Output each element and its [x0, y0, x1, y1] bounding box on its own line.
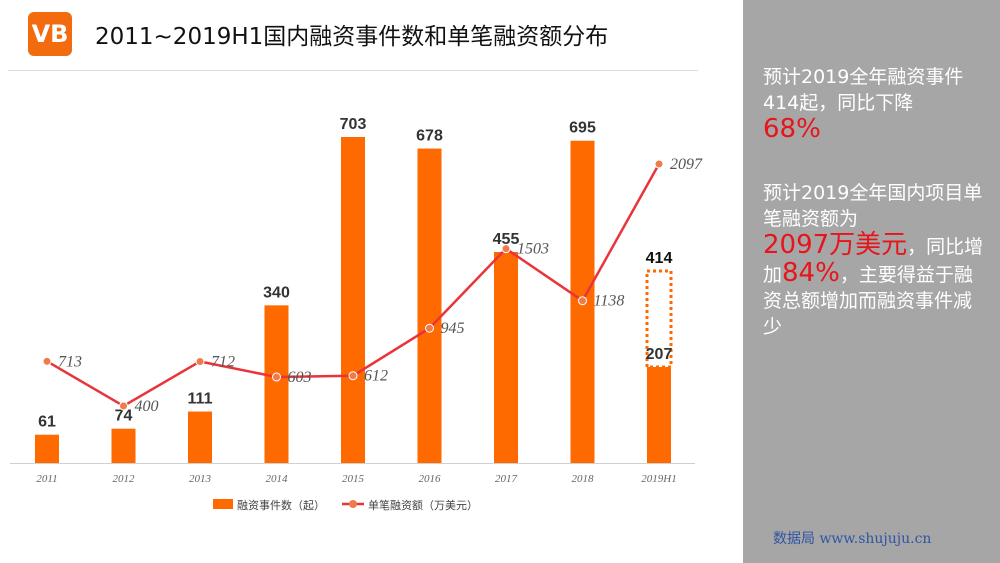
line-label-2016: 945: [441, 320, 465, 337]
line-label-2011: 713: [58, 353, 82, 370]
bar-label-2017: 455: [493, 231, 520, 248]
line-point-2016: [425, 323, 434, 333]
bar-label-2012: 74: [115, 408, 133, 425]
line-point-2011: [42, 356, 52, 366]
legend-line-marker: [349, 500, 357, 508]
x-tick-2018: 2018: [572, 473, 595, 485]
x-tick-2013: 2013: [189, 473, 212, 485]
bar-2016: [417, 148, 442, 463]
summary-events-text: 预计2019全年融资事件414起，同比下降: [763, 66, 964, 114]
bar-2012: [111, 428, 136, 463]
bar-label-2011: 61: [38, 414, 56, 431]
summary-events: 预计2019全年融资事件414起，同比下降 68%: [763, 64, 985, 144]
bar-2019H1: [647, 367, 671, 463]
line-label-2012: 400: [135, 398, 159, 415]
x-tick-2011: 2011: [36, 473, 57, 485]
summary-amount: 预计2019全年国内项目单笔融资额为 2097万美元，同比增加84%，主要得益于融…: [763, 180, 988, 340]
bar-2015: [341, 137, 365, 463]
legend-bar-swatch: [213, 499, 233, 509]
bar-2011: [35, 434, 59, 463]
bar-label-2015: 703: [340, 116, 367, 133]
bar-label-2016: 678: [416, 128, 443, 145]
line-point-2017: [501, 244, 511, 254]
line-point-2019H1: [654, 159, 664, 169]
x-tick-2019H1: 2019H1: [641, 473, 676, 485]
combo-chart: 61 74 111 340 703 678 455 695 207 414 713 400 712 603…: [10, 116, 703, 512]
x-tick-2016: 2016: [419, 473, 442, 485]
bar-2014: [264, 305, 289, 463]
bar-label-2018: 695: [569, 120, 596, 137]
side-panel: 预计2019全年融资事件414起，同比下降 68% 预计2019全年国内项目单笔融…: [743, 0, 1000, 563]
summary-amount-text-c: ，主要得益于融资总额增加而融资事件减少: [763, 264, 973, 338]
line-point-2012: [119, 401, 128, 411]
bar-label-2014: 340: [263, 284, 290, 301]
line-point-2013: [195, 356, 205, 366]
logo: VB: [28, 12, 72, 56]
projection-bar-outline: [645, 269, 673, 369]
summary-events-highlight: 68%: [763, 114, 821, 144]
line-label-2013: 712: [211, 353, 235, 370]
line-label-2017: 1503: [517, 241, 549, 258]
x-tick-2012: 2012: [113, 473, 136, 485]
x-tick-2017: 2017: [495, 473, 518, 485]
line-point-2018: [578, 296, 587, 306]
line-label-2014: 603: [288, 369, 312, 386]
bar-2017: [494, 252, 518, 463]
line-point-2014: [272, 372, 281, 382]
summary-amount-highlight-b: 84%: [782, 258, 840, 288]
summary-amount-highlight-a: 2097万美元: [763, 230, 908, 260]
x-tick-2014: 2014: [266, 473, 289, 485]
x-tick-2015: 2015: [342, 473, 365, 485]
watermark: 数据局 www.shujuju.cn: [773, 531, 932, 547]
bar-2013: [188, 411, 212, 463]
bar-label-2013: 111: [188, 391, 213, 408]
bar-label-2019H1: 207: [646, 346, 673, 363]
projection-label: 414: [646, 250, 673, 267]
line-label-2018: 1138: [594, 293, 625, 310]
summary-amount-text-b: ，同比增加: [763, 236, 984, 286]
line-label-2019H1: 2097: [670, 156, 703, 173]
title-divider: [8, 70, 698, 71]
summary-amount-text-a: 预计2019全年国内项目单笔融资额为: [763, 182, 983, 230]
legend-bar-label: 融资事件数（起）: [237, 499, 325, 512]
legend-line-label: 单笔融资额（万美元）: [368, 498, 478, 512]
line-point-2015: [348, 371, 358, 381]
line-label-2015: 612: [364, 368, 388, 385]
page-title: 2011~2019H1国内融资事件数和单笔融资额分布: [95, 24, 609, 50]
